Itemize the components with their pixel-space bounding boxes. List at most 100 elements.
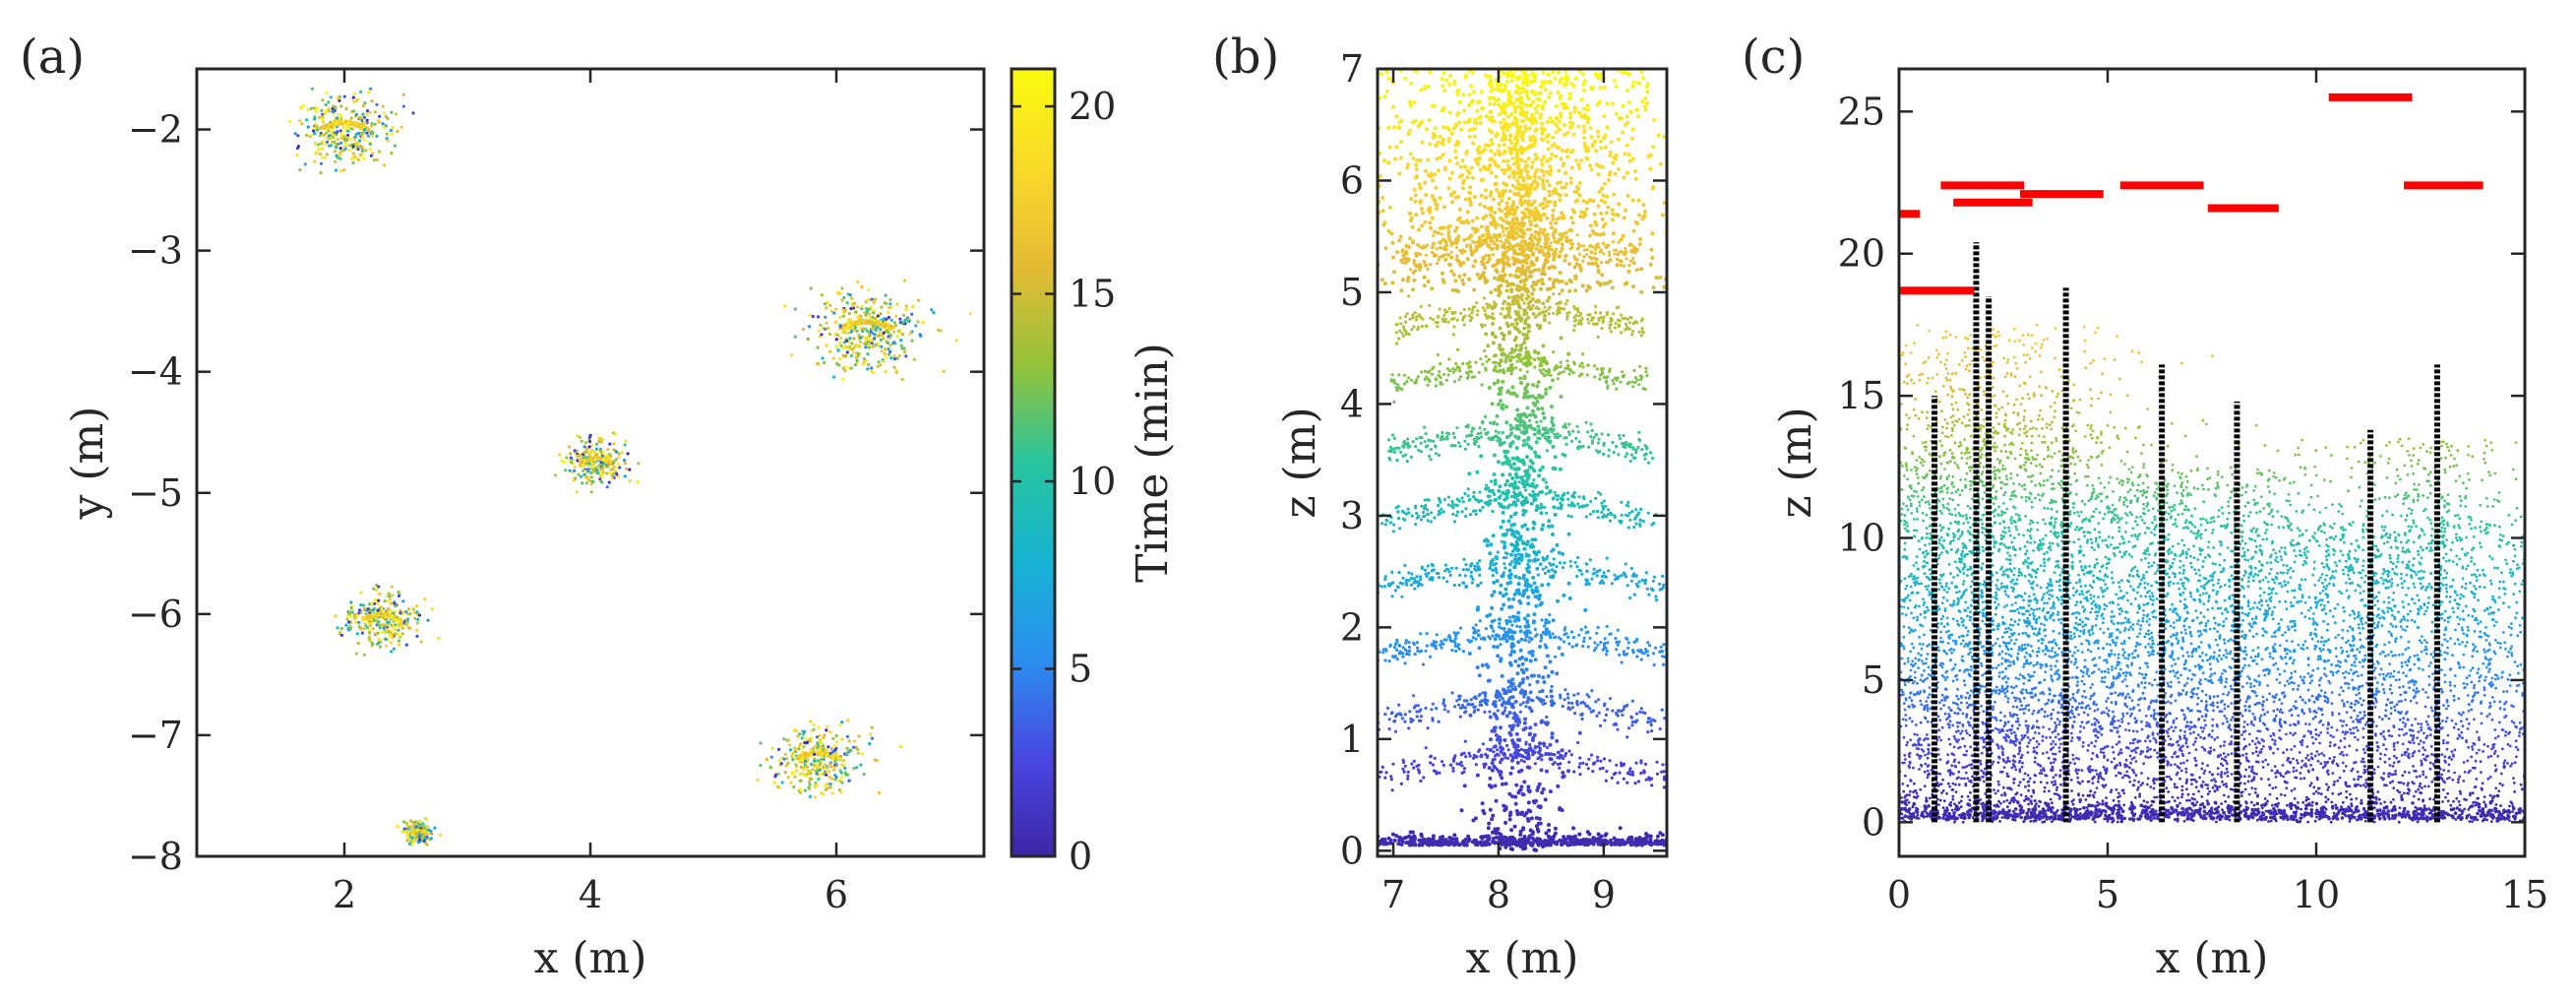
panel-b-point	[1361, 783, 1364, 785]
panel-a-point	[866, 287, 871, 291]
panel-b-point	[1597, 698, 1601, 702]
panel-a: (a) 2 4 6−8−7−6−5−4−3−2 x (m) y (m)	[20, 30, 986, 983]
panel-b-point	[1499, 657, 1503, 661]
panel-a-point	[355, 632, 359, 636]
panel-a-point	[877, 360, 881, 364]
panel-a-point	[359, 603, 363, 607]
panel-a-point	[874, 319, 878, 323]
panel-b-point	[1511, 716, 1516, 720]
panel-b-points	[1361, 69, 1667, 852]
panel-b-point	[1383, 776, 1387, 780]
panel-a-point	[406, 838, 410, 842]
panel-b-point	[1556, 783, 1561, 788]
panel-b-point	[1480, 420, 1485, 424]
panel-a-point	[839, 344, 843, 347]
panel-a-point	[853, 739, 857, 743]
panel-a-point	[591, 480, 595, 484]
panel-a-point	[810, 753, 814, 757]
panel-b-point	[1368, 713, 1371, 716]
panel-b-point	[1509, 466, 1514, 470]
panel-b-point	[1602, 757, 1607, 761]
panel-b-point	[1531, 736, 1535, 740]
panel-a-point	[415, 634, 419, 639]
panel-b-point	[1509, 79, 1514, 84]
panel-a-point	[856, 344, 860, 347]
panel-b-point	[1506, 685, 1510, 690]
panel-b-point	[1550, 731, 1555, 736]
colorbar-tick-label: 10	[1069, 460, 1116, 503]
panel-a-point	[332, 133, 336, 137]
panel-a-point	[321, 98, 325, 102]
panel-a-point	[313, 152, 318, 156]
panel-b-point	[1530, 408, 1535, 413]
panel-b-point	[1503, 756, 1507, 760]
panel-a-point	[601, 470, 606, 474]
panel-b-point	[1621, 713, 1625, 718]
panel-b-point	[1516, 582, 1521, 587]
panel-a-point	[392, 647, 396, 651]
panel-a-point	[397, 639, 400, 643]
panel-b-point	[1549, 757, 1553, 762]
panel-a-point	[363, 622, 367, 626]
panel-a-point	[587, 440, 592, 444]
panel-a-point	[326, 127, 330, 131]
panel-a-point	[319, 161, 324, 165]
panel-b-point	[1576, 740, 1580, 745]
panel-a-point	[902, 279, 907, 282]
panel-a-point	[825, 344, 828, 347]
panel-b-point	[1518, 833, 1523, 837]
panel-a-point	[418, 819, 422, 823]
panel-a-point	[349, 116, 353, 120]
panel-b-point	[1639, 771, 1643, 776]
panel-b-point	[1533, 268, 1538, 273]
panel-a-point	[569, 452, 573, 456]
panel-b-point	[1533, 497, 1538, 502]
panel-a-point	[394, 623, 398, 627]
panel-a-point	[366, 127, 370, 131]
panel-b-point	[1494, 555, 1499, 559]
panel-b-point	[1415, 710, 1419, 714]
panel-a-point	[359, 610, 363, 615]
panel-a-point	[612, 460, 617, 464]
panel-b-point	[1544, 769, 1549, 774]
panel-a-point	[349, 600, 353, 604]
panel-a-point	[553, 473, 558, 477]
panel-b-point	[1371, 713, 1374, 716]
panel-a-point	[357, 157, 361, 161]
panel-a-point	[600, 438, 604, 442]
panel-a-point	[439, 833, 443, 837]
panel-b-point	[1498, 387, 1502, 392]
panel-a-point	[628, 468, 632, 471]
panel-a-point	[598, 457, 603, 461]
panel-b-point	[1526, 395, 1531, 400]
panel-b-point	[1521, 576, 1526, 581]
panel-a-point	[363, 606, 367, 611]
panel-a-point	[405, 835, 409, 839]
panel-a-point	[866, 351, 870, 356]
panel-a-point	[821, 356, 825, 360]
panel-b-point	[1486, 826, 1491, 831]
panel-a-point	[886, 322, 889, 326]
panel-b-point	[1406, 770, 1410, 774]
panel-a-point	[776, 772, 780, 776]
panel-b-point	[1507, 711, 1512, 716]
panel-b-point	[1544, 204, 1549, 209]
panel-a-point	[592, 460, 596, 464]
panel-a-point	[854, 766, 859, 770]
panel-a-point	[373, 597, 378, 602]
panel-a-point	[847, 312, 852, 316]
panel-b-point	[1546, 745, 1550, 750]
panel-a-point	[860, 752, 865, 756]
panel-a-point	[415, 828, 419, 832]
panel-a-point	[362, 157, 366, 160]
panel-a-point	[410, 843, 414, 846]
panel-a-point	[864, 327, 868, 331]
panel-a-point	[874, 343, 878, 346]
panel-b-point	[1383, 713, 1387, 717]
panel-a-point	[400, 632, 404, 636]
panel-a-point	[840, 286, 844, 290]
panel-a-point	[405, 612, 409, 616]
panel-a-point	[803, 788, 807, 792]
panel-a-point	[843, 766, 847, 771]
panel-a-point	[804, 752, 808, 756]
